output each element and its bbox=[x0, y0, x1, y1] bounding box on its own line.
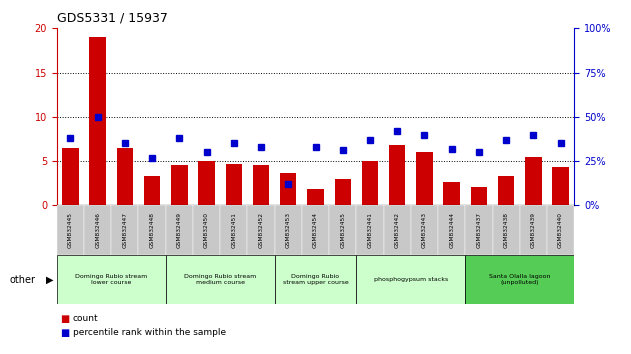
Text: GSM832450: GSM832450 bbox=[204, 212, 209, 248]
Text: other: other bbox=[9, 275, 35, 285]
Bar bbox=[357, 255, 465, 304]
Text: GSM832454: GSM832454 bbox=[313, 212, 318, 248]
Bar bbox=[57, 255, 166, 304]
Bar bbox=[471, 187, 487, 205]
Bar bbox=[111, 205, 138, 255]
Text: GSM832453: GSM832453 bbox=[286, 212, 291, 248]
Bar bbox=[253, 166, 269, 205]
Text: Domingo Rubio stream
lower course: Domingo Rubio stream lower course bbox=[75, 274, 148, 285]
Text: percentile rank within the sample: percentile rank within the sample bbox=[73, 328, 226, 337]
Bar bbox=[274, 255, 357, 304]
Bar bbox=[438, 205, 465, 255]
Bar bbox=[90, 37, 106, 205]
Bar bbox=[62, 148, 79, 205]
Bar bbox=[498, 176, 514, 205]
Text: GSM832452: GSM832452 bbox=[259, 212, 264, 248]
Text: count: count bbox=[73, 314, 98, 323]
Bar bbox=[384, 205, 411, 255]
Bar bbox=[307, 189, 324, 205]
Text: Domingo Rubio
stream upper course: Domingo Rubio stream upper course bbox=[283, 274, 348, 285]
Bar bbox=[247, 205, 274, 255]
Bar bbox=[226, 164, 242, 205]
Text: GSM832439: GSM832439 bbox=[531, 212, 536, 248]
Bar bbox=[138, 205, 166, 255]
Bar bbox=[389, 145, 405, 205]
Text: GSM832448: GSM832448 bbox=[150, 212, 155, 248]
Text: GSM832451: GSM832451 bbox=[232, 212, 236, 248]
Text: GSM832443: GSM832443 bbox=[422, 212, 427, 248]
Bar bbox=[416, 152, 433, 205]
Text: phosphogypsum stacks: phosphogypsum stacks bbox=[374, 277, 448, 282]
Bar bbox=[193, 205, 220, 255]
Text: GSM832446: GSM832446 bbox=[95, 212, 100, 248]
Text: GSM832455: GSM832455 bbox=[340, 212, 345, 248]
Text: GSM832444: GSM832444 bbox=[449, 212, 454, 248]
Bar bbox=[57, 205, 84, 255]
Text: GSM832438: GSM832438 bbox=[504, 212, 509, 248]
Bar bbox=[465, 255, 574, 304]
Bar bbox=[198, 161, 215, 205]
Text: Santa Olalla lagoon
(unpolluted): Santa Olalla lagoon (unpolluted) bbox=[489, 274, 550, 285]
Bar bbox=[547, 205, 574, 255]
Text: ■: ■ bbox=[60, 328, 69, 338]
Text: ■: ■ bbox=[60, 314, 69, 324]
Bar bbox=[171, 166, 187, 205]
Text: GDS5331 / 15937: GDS5331 / 15937 bbox=[57, 12, 168, 25]
Bar bbox=[525, 156, 541, 205]
Bar bbox=[334, 179, 351, 205]
Bar bbox=[84, 205, 111, 255]
Bar bbox=[302, 205, 329, 255]
Bar bbox=[329, 205, 357, 255]
Bar bbox=[166, 255, 274, 304]
Text: GSM832440: GSM832440 bbox=[558, 212, 563, 248]
Bar bbox=[357, 205, 384, 255]
Bar bbox=[411, 205, 438, 255]
Text: Domingo Rubio stream
medium course: Domingo Rubio stream medium course bbox=[184, 274, 256, 285]
Bar bbox=[166, 205, 193, 255]
Text: GSM832442: GSM832442 bbox=[395, 212, 399, 248]
Bar bbox=[117, 148, 133, 205]
Bar bbox=[280, 173, 297, 205]
Bar bbox=[444, 182, 460, 205]
Text: ▶: ▶ bbox=[46, 275, 54, 285]
Bar bbox=[220, 205, 247, 255]
Text: GSM832441: GSM832441 bbox=[367, 212, 372, 248]
Text: GSM832437: GSM832437 bbox=[476, 212, 481, 248]
Bar bbox=[274, 205, 302, 255]
Bar bbox=[144, 176, 160, 205]
Bar bbox=[552, 167, 569, 205]
Text: GSM832447: GSM832447 bbox=[122, 212, 127, 248]
Bar bbox=[362, 161, 378, 205]
Bar bbox=[493, 205, 520, 255]
Text: GSM832449: GSM832449 bbox=[177, 212, 182, 248]
Text: GSM832445: GSM832445 bbox=[68, 212, 73, 248]
Bar bbox=[465, 205, 493, 255]
Bar bbox=[520, 205, 547, 255]
